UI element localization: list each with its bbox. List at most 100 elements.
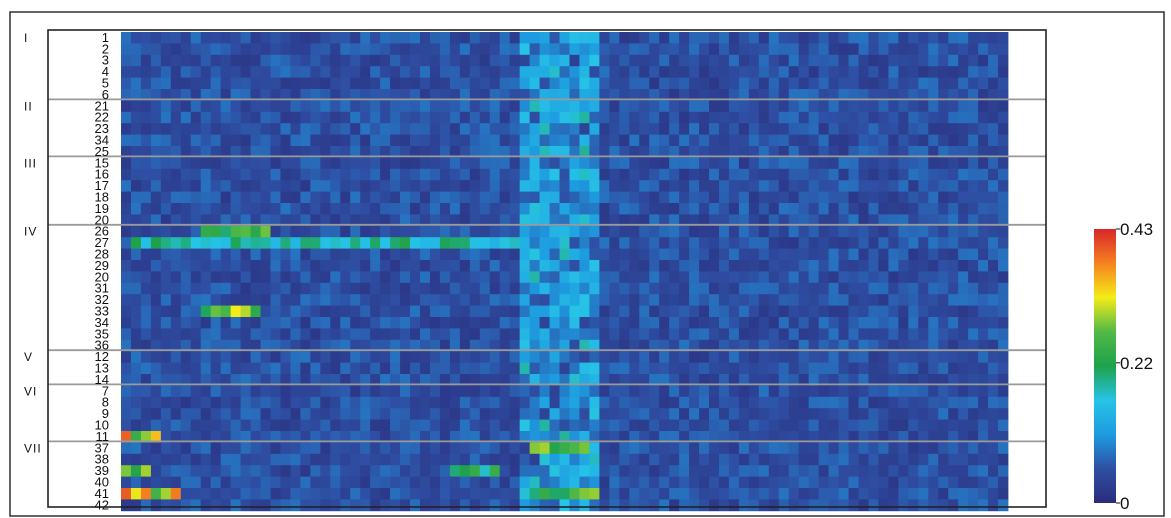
heatmap-cell — [469, 168, 481, 181]
heatmap-cell — [140, 328, 152, 341]
heatmap-cell — [928, 339, 939, 352]
heatmap-cell — [798, 225, 810, 238]
heatmap-cell — [260, 488, 271, 500]
heatmap-cell — [868, 294, 879, 306]
heatmap-cell — [699, 488, 710, 500]
heatmap-cell — [449, 396, 461, 409]
heatmap-cell — [848, 32, 859, 44]
heatmap-cell — [230, 123, 241, 135]
heatmap-cell — [469, 54, 481, 67]
heatmap-cell — [449, 431, 461, 443]
heatmap-cell — [410, 225, 421, 238]
heatmap-cell — [170, 317, 182, 329]
heatmap-cell — [798, 66, 810, 78]
heatmap-cell — [499, 66, 511, 78]
heatmap-cell — [908, 237, 919, 249]
heatmap-cell — [808, 237, 820, 249]
heatmap-cell — [310, 32, 321, 44]
heatmap-cell — [429, 317, 441, 329]
heatmap-cell — [649, 476, 660, 489]
heatmap-cell — [290, 123, 301, 135]
heatmap-cell — [718, 294, 730, 306]
heatmap-cell — [270, 362, 281, 375]
heatmap-cell — [848, 385, 859, 398]
heatmap-cell — [599, 123, 610, 135]
heatmap-cell — [818, 260, 830, 272]
heatmap-cell — [390, 180, 401, 192]
heatmap-cell — [659, 488, 670, 500]
row-label: 7 — [102, 383, 109, 398]
heatmap-cell — [539, 157, 550, 170]
heatmap-cell — [818, 214, 830, 227]
heatmap-cell — [639, 32, 650, 44]
heatmap-cell — [360, 225, 371, 238]
heatmap-cell — [699, 168, 710, 181]
heatmap-cell — [559, 248, 570, 261]
heatmap-cell — [280, 248, 291, 261]
heatmap-cell — [559, 339, 570, 352]
heatmap-cell — [419, 43, 431, 56]
heatmap-cell — [998, 351, 1009, 363]
heatmap-cell — [130, 32, 142, 44]
heatmap-cell — [818, 77, 830, 90]
heatmap-cell — [958, 442, 969, 455]
heatmap-cell — [180, 476, 192, 489]
heatmap-cell — [310, 54, 321, 67]
heatmap-cell — [539, 419, 550, 432]
heatmap-cell — [260, 317, 271, 329]
heatmap-cell — [788, 111, 800, 124]
heatmap-cell — [758, 476, 770, 489]
heatmap-cell — [978, 77, 989, 90]
heatmap-cell — [978, 203, 989, 215]
heatmap-cell — [918, 317, 929, 329]
heatmap-cell — [728, 476, 740, 489]
heatmap-cell — [918, 351, 929, 363]
heatmap-cell — [121, 317, 132, 329]
heatmap-cell — [798, 146, 810, 158]
heatmap-cell — [400, 134, 411, 147]
heatmap-cell — [898, 32, 909, 44]
heatmap-cell — [868, 214, 879, 227]
heatmap-cell — [410, 134, 421, 147]
heatmap-cell — [290, 248, 301, 261]
heatmap-cell — [200, 442, 212, 455]
heatmap-cell — [878, 54, 889, 67]
heatmap-cell — [429, 408, 441, 420]
heatmap-cell — [609, 385, 620, 398]
heatmap-cell — [519, 168, 531, 181]
heatmap-cell — [439, 260, 451, 272]
heatmap-cell — [170, 237, 182, 249]
heatmap-cell — [709, 54, 720, 67]
heatmap-cell — [808, 339, 820, 352]
heatmap-cell — [529, 168, 540, 181]
heatmap-cell — [599, 453, 610, 466]
heatmap-cell — [210, 305, 222, 318]
heatmap-cell — [718, 305, 730, 318]
heatmap-cell — [908, 54, 919, 67]
heatmap-cell — [230, 385, 241, 398]
heatmap-cell — [609, 419, 620, 432]
heatmap-cell — [200, 408, 212, 420]
heatmap-cell — [330, 54, 341, 67]
heatmap-cell — [190, 260, 202, 272]
heatmap-cell — [190, 282, 202, 295]
heatmap-cell — [190, 374, 202, 386]
heatmap-cell — [170, 499, 182, 512]
heatmap-cell — [390, 408, 401, 420]
heatmap-cell — [699, 431, 710, 443]
heatmap-cell — [300, 339, 311, 352]
heatmap-cell — [489, 77, 501, 90]
heatmap-cell — [350, 157, 361, 170]
heatmap-cell — [360, 180, 371, 192]
heatmap-cell — [898, 180, 909, 192]
heatmap-cell — [350, 123, 361, 135]
heatmap-cell — [928, 408, 939, 420]
heatmap-cell — [539, 123, 550, 135]
heatmap-cell — [748, 43, 760, 56]
heatmap-cell — [988, 362, 999, 375]
heatmap-cell — [419, 488, 431, 500]
heatmap-cell — [619, 66, 630, 78]
heatmap-cell — [290, 442, 301, 455]
heatmap-cell — [240, 339, 251, 352]
heatmap-cell — [978, 32, 989, 44]
